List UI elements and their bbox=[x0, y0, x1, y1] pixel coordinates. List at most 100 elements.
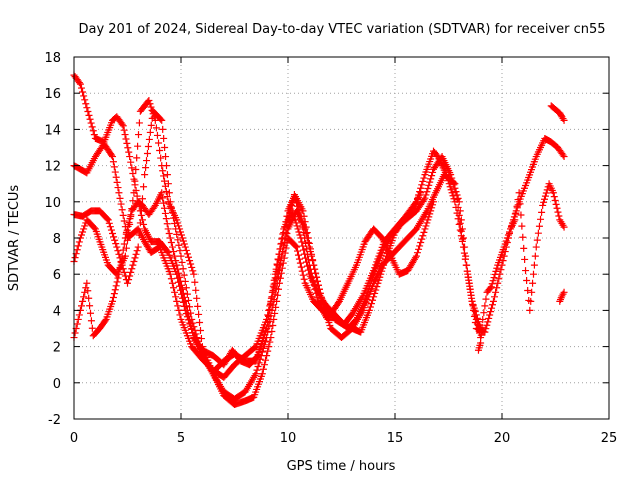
data-point bbox=[454, 215, 462, 223]
data-point bbox=[172, 293, 180, 301]
data-point bbox=[105, 219, 113, 227]
data-point bbox=[109, 229, 117, 237]
data-point bbox=[162, 215, 170, 223]
data-point bbox=[85, 111, 93, 119]
data-point bbox=[502, 237, 510, 245]
data-point bbox=[264, 347, 272, 355]
data-point bbox=[549, 189, 557, 197]
data-point bbox=[183, 290, 191, 298]
data-point bbox=[141, 171, 149, 179]
data-point bbox=[75, 311, 83, 319]
data-point bbox=[90, 224, 98, 232]
data-point bbox=[81, 288, 89, 296]
data-point bbox=[303, 229, 311, 237]
data-point bbox=[446, 183, 454, 191]
data-point bbox=[422, 222, 430, 230]
data-point bbox=[423, 188, 431, 196]
data-point bbox=[171, 288, 179, 296]
data-point bbox=[129, 170, 137, 178]
data-point bbox=[423, 219, 431, 227]
data-point bbox=[114, 184, 122, 192]
data-point bbox=[145, 135, 153, 143]
data-point bbox=[421, 225, 429, 233]
data-point bbox=[529, 279, 537, 287]
data-point bbox=[188, 263, 196, 271]
data-point bbox=[79, 228, 87, 236]
data-point bbox=[119, 122, 127, 130]
data-point bbox=[537, 215, 545, 223]
data-point bbox=[115, 189, 123, 197]
data-point bbox=[493, 284, 501, 292]
data-point bbox=[178, 285, 186, 293]
data-point bbox=[560, 288, 568, 296]
data-point bbox=[514, 196, 522, 204]
data-point bbox=[73, 320, 81, 328]
data-point bbox=[449, 192, 457, 200]
data-point bbox=[184, 311, 192, 319]
data-point bbox=[175, 269, 183, 277]
data-point bbox=[371, 289, 379, 297]
data-point bbox=[112, 173, 120, 181]
data-point bbox=[554, 208, 562, 216]
data-point bbox=[424, 185, 432, 193]
data-point bbox=[527, 297, 535, 305]
data-point bbox=[532, 243, 540, 251]
data-point bbox=[196, 318, 204, 326]
data-point bbox=[466, 285, 474, 293]
data-point bbox=[419, 177, 427, 185]
data-point bbox=[111, 168, 119, 176]
data-point bbox=[365, 306, 373, 314]
data-point bbox=[108, 151, 116, 159]
data-point bbox=[523, 277, 531, 285]
data-point bbox=[493, 264, 501, 272]
data-point bbox=[464, 273, 472, 281]
data-point bbox=[197, 335, 205, 343]
data-point bbox=[79, 297, 87, 305]
y-tick-label: 18 bbox=[44, 51, 61, 66]
data-point bbox=[263, 325, 271, 332]
data-point bbox=[454, 203, 462, 211]
data-point bbox=[133, 154, 141, 162]
data-point bbox=[74, 315, 82, 323]
data-point bbox=[131, 254, 139, 262]
data-point bbox=[477, 339, 485, 347]
data-point bbox=[296, 259, 304, 267]
data-point bbox=[128, 265, 136, 273]
y-tick-label: 0 bbox=[53, 377, 61, 392]
data-point bbox=[186, 257, 194, 265]
data-point bbox=[170, 248, 178, 256]
data-point bbox=[107, 226, 115, 234]
data-point bbox=[313, 277, 321, 285]
data-point bbox=[157, 115, 165, 123]
data-point bbox=[305, 239, 313, 247]
data-point bbox=[433, 151, 441, 159]
data-point bbox=[474, 318, 482, 326]
data-point bbox=[112, 282, 120, 290]
data-point bbox=[75, 238, 83, 246]
data-point bbox=[381, 258, 389, 266]
data-point bbox=[158, 162, 166, 170]
data-point bbox=[187, 320, 195, 328]
data-point bbox=[462, 261, 470, 269]
data-point bbox=[277, 240, 285, 248]
data-point bbox=[262, 356, 270, 364]
data-point bbox=[484, 318, 492, 326]
data-point bbox=[77, 302, 85, 310]
data-point bbox=[82, 100, 90, 108]
data-point bbox=[551, 197, 559, 205]
data-point bbox=[533, 236, 541, 244]
data-point bbox=[276, 245, 284, 253]
data-point bbox=[84, 287, 92, 295]
data-point bbox=[109, 297, 117, 305]
data-point bbox=[294, 225, 302, 233]
data-point bbox=[120, 126, 128, 134]
data-point bbox=[177, 281, 185, 289]
data-point bbox=[291, 216, 299, 224]
data-point bbox=[271, 309, 279, 317]
x-tick-label: 5 bbox=[177, 431, 185, 446]
data-point bbox=[428, 204, 436, 212]
data-point bbox=[456, 226, 464, 234]
data-point bbox=[77, 231, 85, 239]
data-point bbox=[174, 302, 182, 310]
